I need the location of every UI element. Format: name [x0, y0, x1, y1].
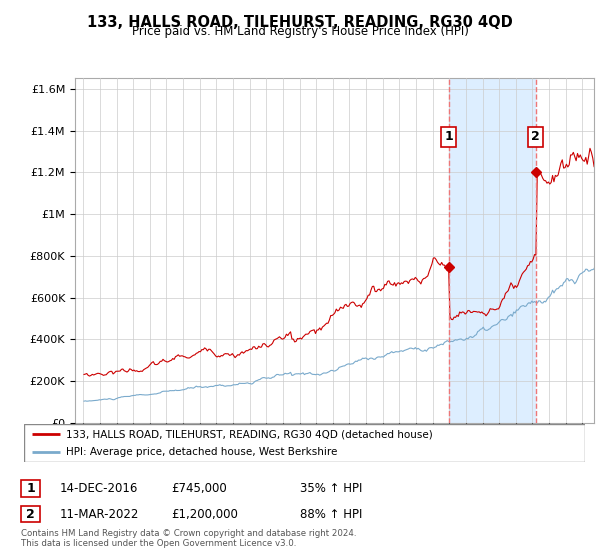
Text: 1: 1	[444, 130, 453, 143]
Text: 133, HALLS ROAD, TILEHURST, READING, RG30 4QD: 133, HALLS ROAD, TILEHURST, READING, RG3…	[87, 15, 513, 30]
Text: £745,000: £745,000	[171, 482, 227, 496]
Text: 11-MAR-2022: 11-MAR-2022	[60, 507, 139, 521]
Bar	[449, 78, 536, 423]
Text: £1,200,000: £1,200,000	[171, 507, 238, 521]
Text: 1: 1	[26, 482, 35, 496]
Text: 2: 2	[531, 130, 540, 143]
Bar	[536, 78, 594, 423]
Text: 35% ↑ HPI: 35% ↑ HPI	[300, 482, 362, 496]
Text: This data is licensed under the Open Government Licence v3.0.: This data is licensed under the Open Gov…	[21, 539, 296, 548]
Text: Price paid vs. HM Land Registry's House Price Index (HPI): Price paid vs. HM Land Registry's House …	[131, 25, 469, 38]
Text: 133, HALLS ROAD, TILEHURST, READING, RG30 4QD (detached house): 133, HALLS ROAD, TILEHURST, READING, RG3…	[66, 429, 433, 439]
Text: Contains HM Land Registry data © Crown copyright and database right 2024.: Contains HM Land Registry data © Crown c…	[21, 529, 356, 538]
Text: 88% ↑ HPI: 88% ↑ HPI	[300, 507, 362, 521]
Text: 2: 2	[26, 507, 35, 521]
Text: 14-DEC-2016: 14-DEC-2016	[60, 482, 139, 496]
Text: HPI: Average price, detached house, West Berkshire: HPI: Average price, detached house, West…	[66, 447, 337, 457]
